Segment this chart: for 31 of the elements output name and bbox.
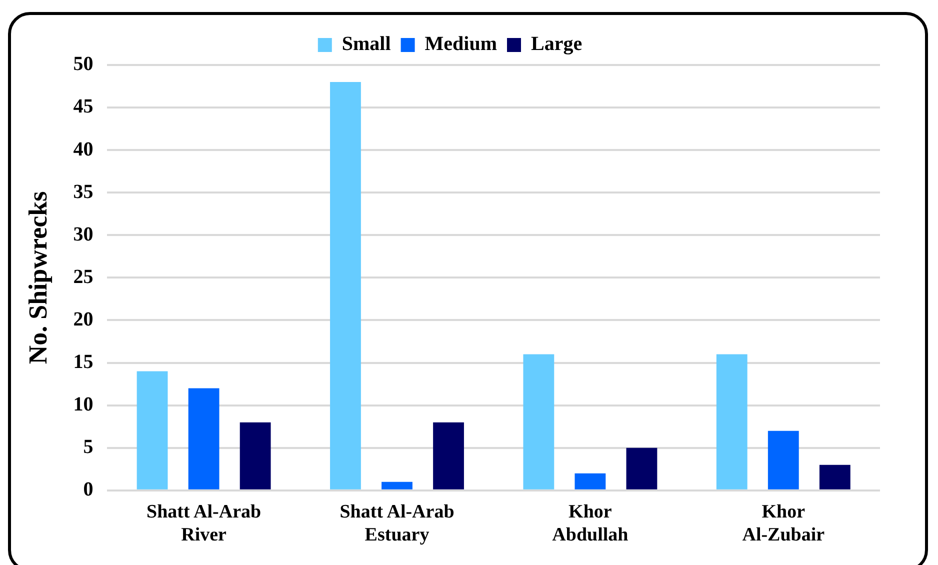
x-tick-label: Khor Al-Zubair <box>742 502 826 546</box>
y-tick-label: 50 <box>73 53 94 76</box>
bar <box>574 473 606 490</box>
y-tick-label: 30 <box>73 223 94 246</box>
bar <box>523 354 554 490</box>
legend-label: Small <box>342 33 392 56</box>
y-tick-label: 0 <box>83 478 94 501</box>
legend-label: Large <box>531 33 582 56</box>
y-tick-label: 15 <box>73 350 94 373</box>
y-tick-label: 20 <box>73 308 94 330</box>
bar <box>188 388 220 490</box>
bar <box>382 482 412 490</box>
bar <box>330 82 361 490</box>
legend-label: Medium <box>424 33 498 56</box>
bar <box>136 371 168 490</box>
y-axis-title: No. Shipwrecks <box>23 191 52 364</box>
y-tick-label: 40 <box>73 138 94 160</box>
y-tick-label: 10 <box>73 393 94 416</box>
bar <box>240 422 271 490</box>
y-tick-label: 5 <box>83 436 94 458</box>
x-tick-label: Shatt Al-Arab River <box>146 502 262 546</box>
x-tick-label: Khor Abdullah <box>552 502 629 546</box>
bar <box>716 354 748 490</box>
y-tick-label: 45 <box>73 96 94 118</box>
bar <box>433 422 464 490</box>
bar <box>768 430 799 490</box>
x-tick-label: Shatt Al-Arab Estuary <box>340 502 454 546</box>
bar <box>626 448 658 490</box>
bar <box>819 464 850 490</box>
y-tick-label: 25 <box>73 266 94 288</box>
y-tick-label: 35 <box>73 180 94 203</box>
